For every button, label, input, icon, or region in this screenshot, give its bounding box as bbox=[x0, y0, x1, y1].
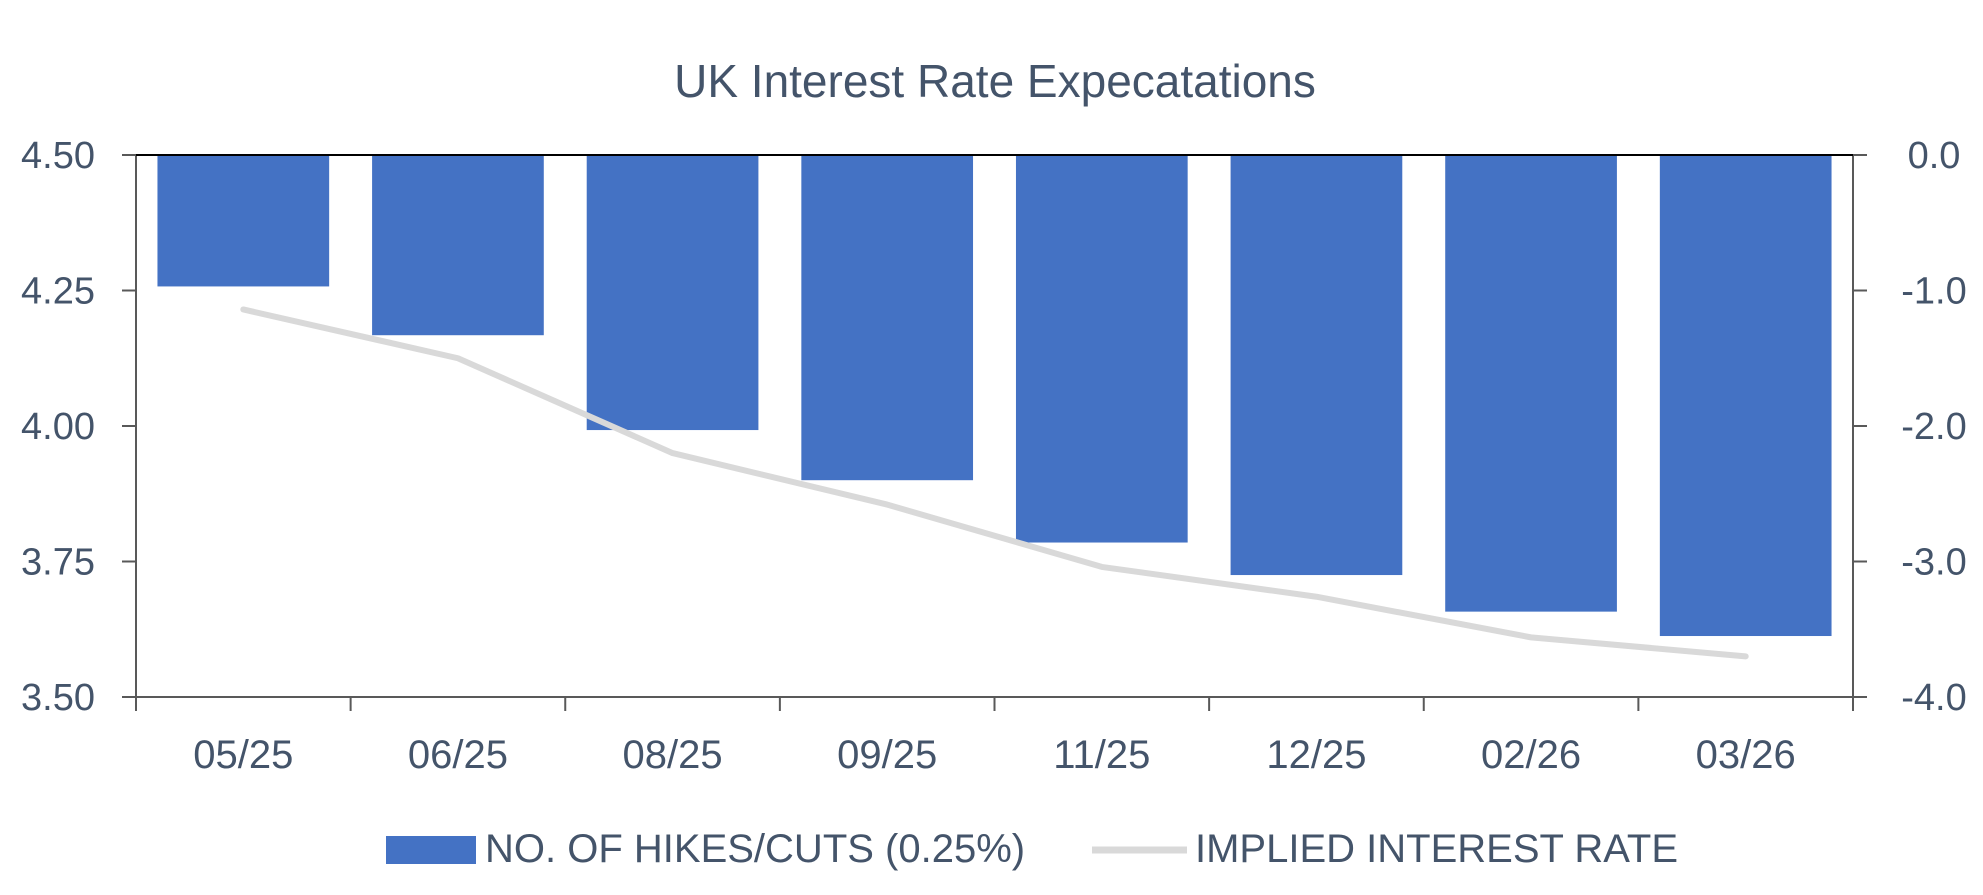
bar-02-26 bbox=[1445, 155, 1617, 612]
legend-line-label: IMPLIED INTEREST RATE bbox=[1195, 827, 1678, 871]
bar-05-25 bbox=[157, 155, 330, 287]
implied-rate-line bbox=[240, 306, 1749, 660]
left-tick-label: 4.25 bbox=[21, 271, 95, 313]
x-tick-label: 06/25 bbox=[408, 733, 508, 777]
bar-12-25 bbox=[1230, 155, 1403, 576]
left-tick-label: 3.50 bbox=[21, 677, 95, 719]
legend: NO. OF HIKES/CUTS (0.25%) IMPLIED INTERE… bbox=[386, 827, 1678, 871]
right-tick-label: 0.0 bbox=[1908, 135, 1961, 177]
bar-08-25 bbox=[586, 155, 759, 431]
x-tick-label: 09/25 bbox=[837, 733, 937, 777]
right-tick-label: -4.0 bbox=[1901, 677, 1966, 719]
x-tick-label: 08/25 bbox=[623, 733, 723, 777]
chart-title: UK Interest Rate Expecatations bbox=[674, 55, 1316, 107]
bar-03-26 bbox=[1659, 155, 1832, 637]
legend-bar-swatch bbox=[386, 836, 476, 864]
left-tick-label: 4.50 bbox=[21, 135, 95, 177]
x-tick-label: 03/26 bbox=[1696, 733, 1796, 777]
bars-layer bbox=[157, 155, 1832, 637]
line-layer bbox=[240, 306, 1749, 660]
left-tick-label: 4.00 bbox=[21, 406, 95, 448]
legend-bar-label: NO. OF HIKES/CUTS (0.25%) bbox=[485, 827, 1025, 871]
x-tick-label: 05/25 bbox=[193, 733, 293, 777]
left-tick-label: 3.75 bbox=[21, 542, 95, 584]
bar-06-25 bbox=[372, 155, 544, 336]
right-tick-label: -2.0 bbox=[1901, 406, 1966, 448]
right-tick-label: -3.0 bbox=[1901, 542, 1966, 584]
right-tick-label: -1.0 bbox=[1901, 271, 1966, 313]
x-tick-label: 12/25 bbox=[1266, 733, 1366, 777]
ticks-layer: 4.50 4.25 4.00 3.75 3.50 0.0 -1.0 -2.0 -3.0 -4.0 0… bbox=[21, 135, 1967, 777]
bar-09-25 bbox=[801, 155, 974, 481]
x-tick-label: 11/25 bbox=[1053, 733, 1150, 777]
bar-11-25 bbox=[1015, 155, 1188, 543]
x-tick-label: 02/26 bbox=[1481, 733, 1581, 777]
